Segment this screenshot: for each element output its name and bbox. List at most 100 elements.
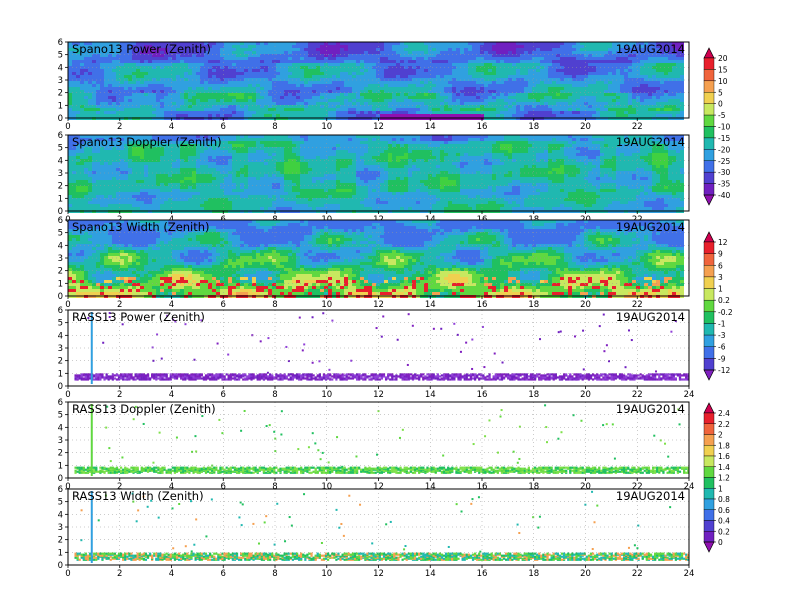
heatmap-cell bbox=[492, 111, 496, 114]
heatmap-cell bbox=[400, 66, 404, 69]
heatmap-cell bbox=[68, 111, 72, 114]
heatmap-cell bbox=[472, 87, 476, 90]
heatmap-cell bbox=[120, 99, 124, 102]
heatmap-cell bbox=[624, 84, 628, 87]
heatmap-cell bbox=[448, 105, 452, 108]
heatmap-cell bbox=[156, 108, 160, 111]
heatmap-cell bbox=[628, 75, 632, 78]
heatmap-cell bbox=[388, 90, 392, 93]
heatmap-cell bbox=[584, 75, 588, 78]
heatmap-cell bbox=[568, 48, 572, 51]
heatmap-cell bbox=[356, 54, 360, 57]
heatmap-cell bbox=[204, 54, 208, 57]
heatmap-cell bbox=[432, 75, 436, 78]
heatmap-cell bbox=[576, 114, 580, 117]
heatmap-cell bbox=[440, 57, 444, 60]
heatmap-cell bbox=[516, 102, 520, 105]
heatmap-cell bbox=[668, 51, 672, 54]
heatmap-cell bbox=[236, 42, 240, 45]
heatmap-cell bbox=[528, 102, 532, 105]
heatmap-cell bbox=[464, 102, 468, 105]
heatmap-cell bbox=[116, 189, 120, 192]
heatmap-cell bbox=[236, 105, 240, 108]
heatmap-cell bbox=[348, 99, 352, 102]
heatmap-cell bbox=[500, 84, 504, 87]
panel-date: 19AUG2014 bbox=[616, 42, 685, 56]
heatmap-cell bbox=[184, 78, 188, 81]
heatmap-cell bbox=[392, 87, 396, 90]
heatmap-cell bbox=[500, 60, 504, 63]
heatmap-cell bbox=[504, 108, 508, 111]
heatmap-cell bbox=[280, 60, 284, 63]
heatmap-cell bbox=[376, 84, 380, 87]
heatmap-cell bbox=[148, 66, 152, 69]
heatmap-cell bbox=[200, 144, 204, 147]
x-tick-label: 14 bbox=[425, 122, 436, 132]
heatmap-cell bbox=[188, 201, 192, 204]
heatmap-cell bbox=[128, 180, 132, 183]
heatmap-cell bbox=[588, 48, 592, 51]
heatmap-cell bbox=[244, 72, 248, 75]
heatmap-cell bbox=[544, 81, 548, 84]
heatmap-cell bbox=[128, 171, 132, 174]
heatmap-cell bbox=[172, 69, 176, 72]
heatmap-cell bbox=[548, 105, 552, 108]
heatmap-cell bbox=[368, 48, 372, 51]
heatmap-cell bbox=[220, 111, 224, 114]
heatmap-cell bbox=[112, 60, 116, 63]
heatmap-cell bbox=[192, 162, 196, 165]
heatmap-cell bbox=[208, 153, 212, 156]
heatmap-cell bbox=[468, 93, 472, 96]
heatmap-cell bbox=[68, 171, 72, 174]
heatmap-cell bbox=[480, 60, 484, 63]
heatmap-cell bbox=[280, 48, 284, 51]
heatmap-cell bbox=[76, 198, 80, 201]
heatmap-cell bbox=[96, 84, 100, 87]
heatmap-cell bbox=[284, 48, 288, 51]
heatmap-cell bbox=[596, 108, 600, 111]
heatmap-cell bbox=[208, 144, 212, 147]
heatmap-cell bbox=[284, 54, 288, 57]
heatmap-cell bbox=[120, 189, 124, 192]
heatmap-cell bbox=[108, 45, 112, 48]
heatmap-cell bbox=[316, 108, 320, 111]
heatmap-cell bbox=[108, 66, 112, 69]
heatmap-cell bbox=[184, 174, 188, 177]
heatmap-cell bbox=[160, 141, 164, 144]
heatmap-cell bbox=[244, 78, 248, 81]
heatmap-cell bbox=[104, 159, 108, 162]
heatmap-cell bbox=[348, 87, 352, 90]
heatmap-cell bbox=[372, 45, 376, 48]
heatmap-cell bbox=[364, 72, 368, 75]
heatmap-cell bbox=[548, 63, 552, 66]
heatmap-cell bbox=[484, 63, 488, 66]
heatmap-cell bbox=[644, 42, 648, 45]
y-tick-label: 1 bbox=[58, 101, 63, 111]
heatmap-cell bbox=[80, 69, 84, 72]
heatmap-cell bbox=[344, 84, 348, 87]
heatmap-cell bbox=[116, 45, 120, 48]
heatmap-cell bbox=[100, 180, 104, 183]
heatmap-cell bbox=[200, 60, 204, 63]
heatmap-cell bbox=[548, 69, 552, 72]
heatmap-cell bbox=[496, 75, 500, 78]
heatmap-cell bbox=[452, 105, 456, 108]
heatmap-cell bbox=[76, 57, 80, 60]
heatmap-cell bbox=[516, 48, 520, 51]
heatmap-cell bbox=[460, 102, 464, 105]
heatmap-cell bbox=[260, 102, 264, 105]
heatmap-cell bbox=[524, 72, 528, 75]
heatmap-cell bbox=[324, 78, 328, 81]
heatmap-cell bbox=[112, 63, 116, 66]
heatmap-cell bbox=[468, 87, 472, 90]
heatmap-cell bbox=[276, 75, 280, 78]
heatmap-cell bbox=[80, 150, 84, 153]
heatmap-cell bbox=[652, 105, 656, 108]
heatmap-cell bbox=[208, 162, 212, 165]
heatmap-cell bbox=[468, 81, 472, 84]
heatmap-cell bbox=[196, 162, 200, 165]
heatmap-cell bbox=[188, 87, 192, 90]
heatmap-cell bbox=[324, 48, 328, 51]
heatmap-cell bbox=[544, 63, 548, 66]
heatmap-cell bbox=[172, 93, 176, 96]
